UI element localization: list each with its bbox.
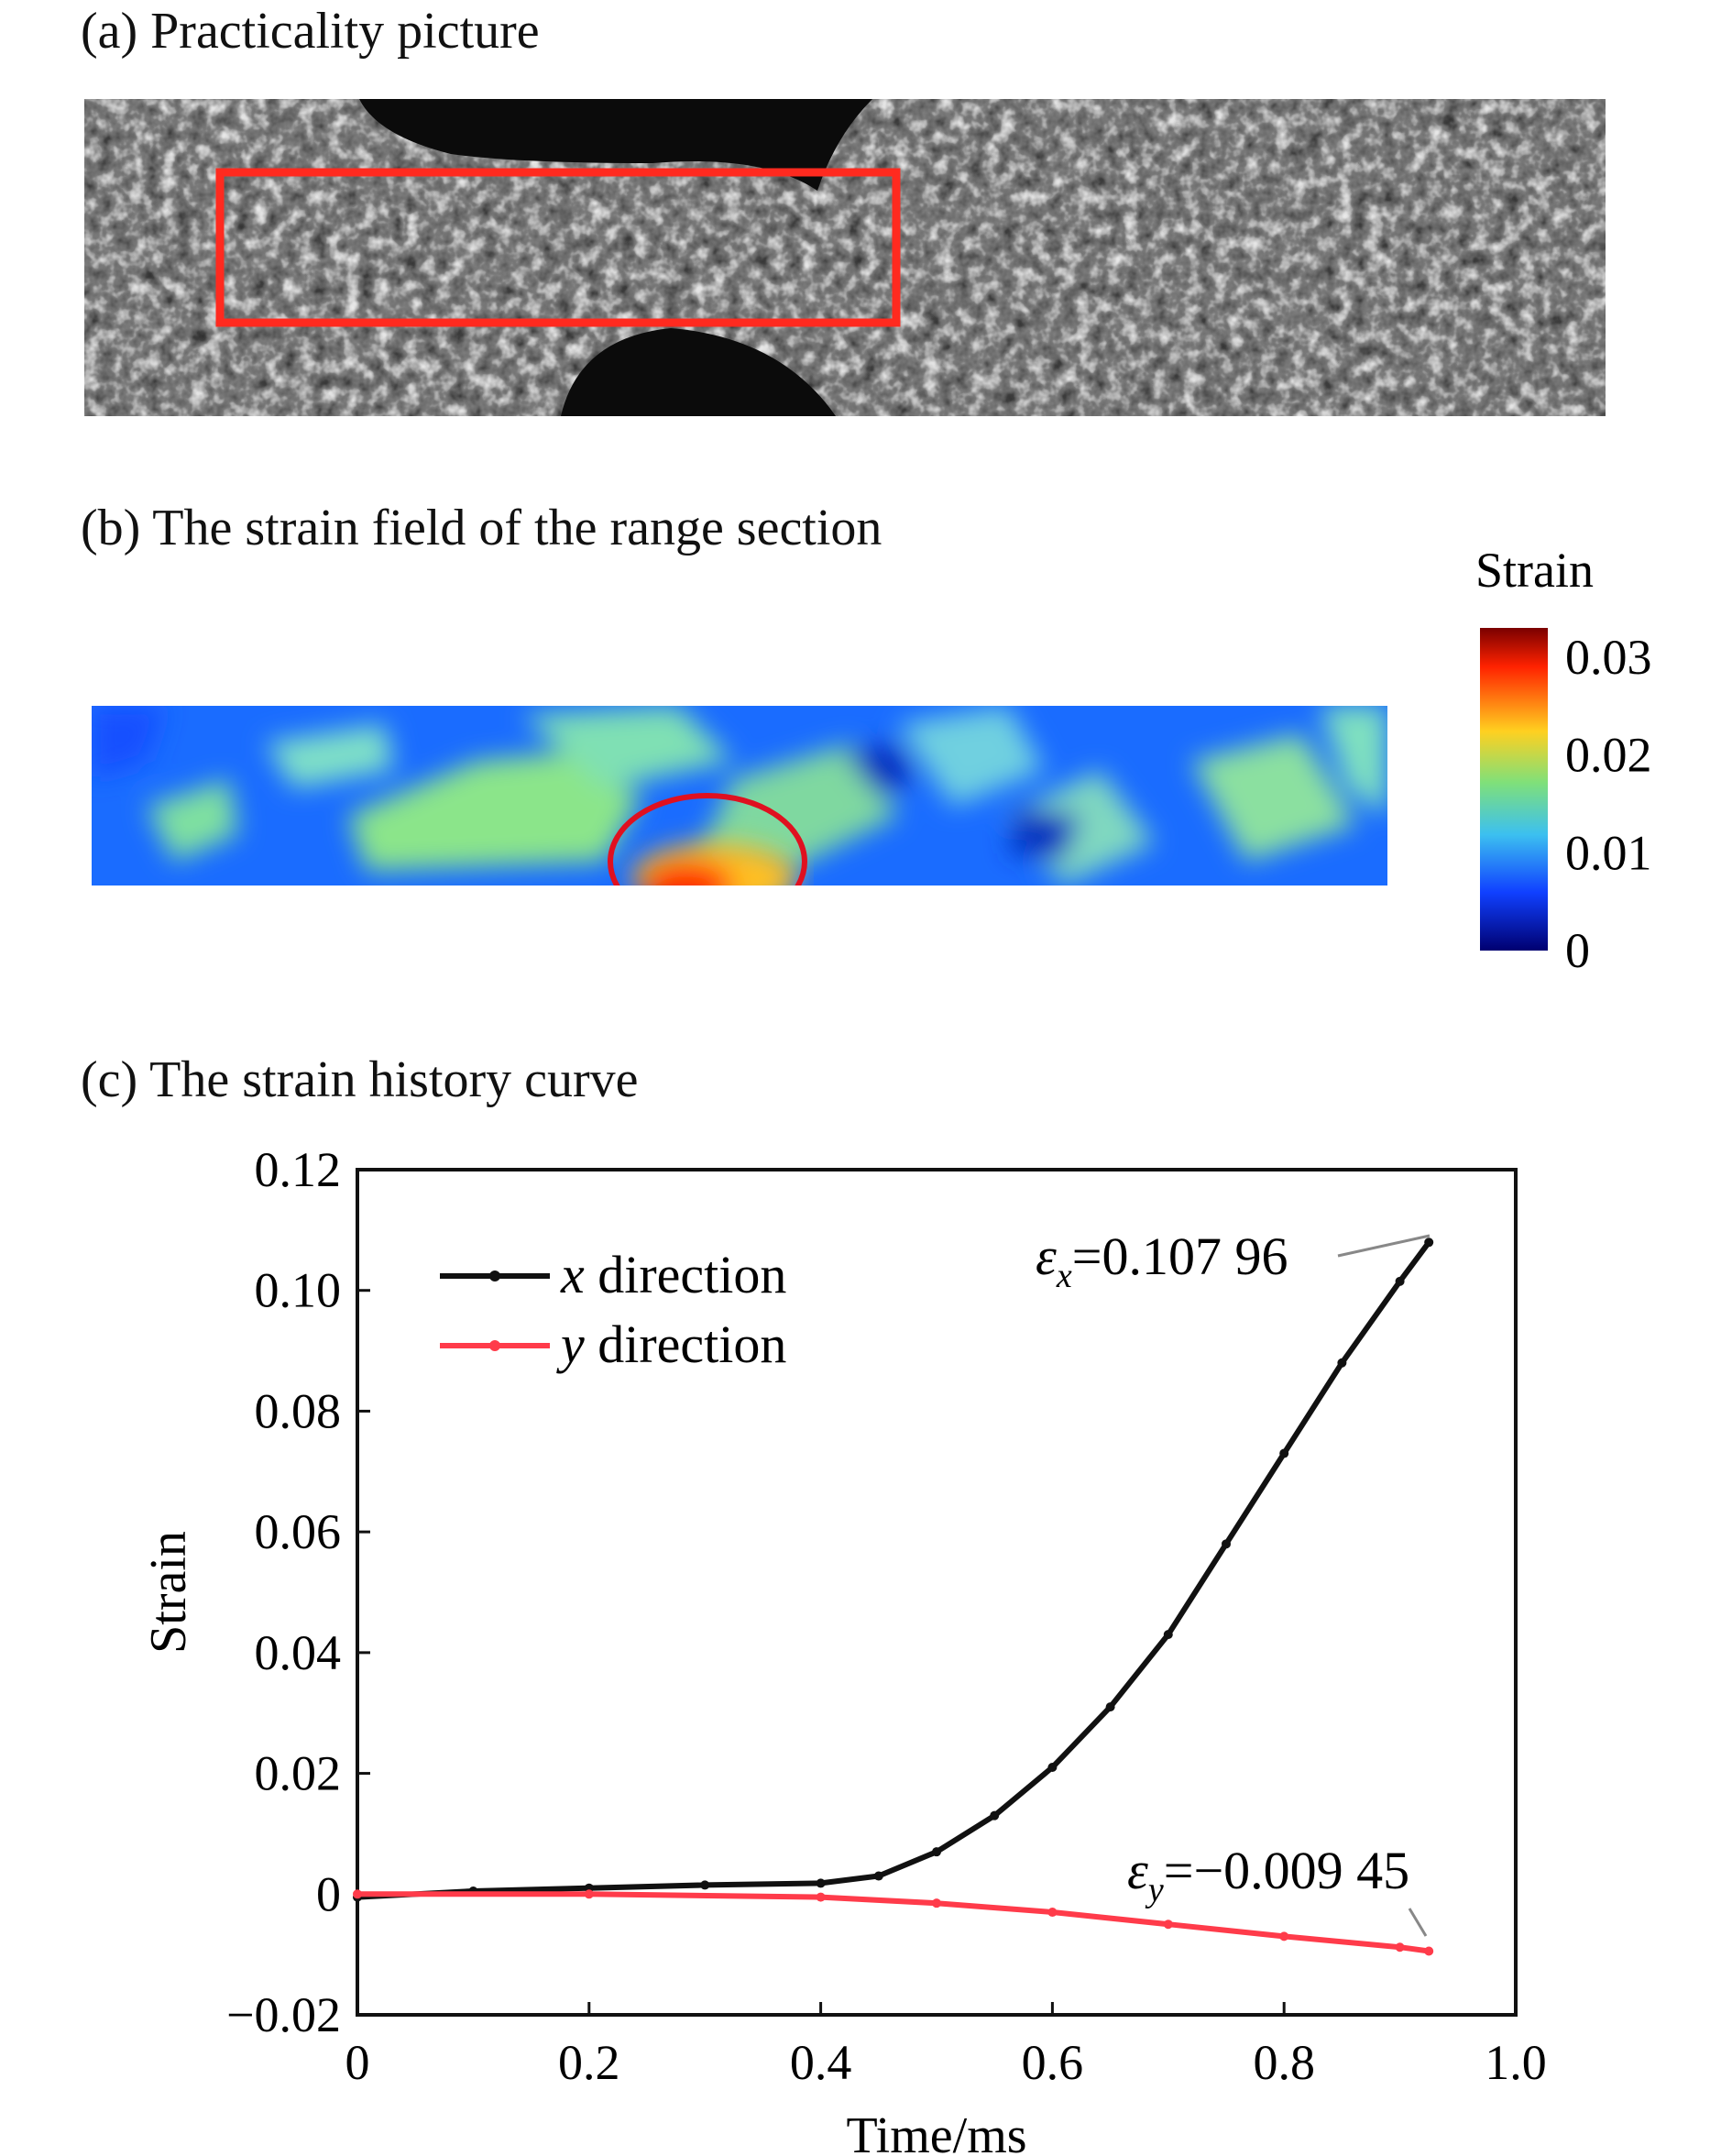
data-point-x-direction [990,1810,1000,1820]
series-layer [353,1238,1434,1956]
legend-label-y-direction: y direction [556,1314,786,1374]
series-line-y-direction [357,1891,1430,1954]
upper-notch [359,99,872,191]
field-strain-regions [92,706,1387,886]
data-point-x-direction [1395,1276,1405,1286]
data-point-x-direction [873,1871,883,1881]
data-point-x-direction [1047,1762,1058,1772]
data-point-x-direction [1105,1702,1115,1712]
annotation-epsilon-y: εy=−0.009 45 [1127,1841,1409,1909]
legend-marker-y-direction [489,1340,500,1351]
x-axis-ticks: 0 0.2 0.4 0.6 0.8 1.0 [345,2002,1547,2090]
y-tick-label: 0.12 [255,1142,342,1197]
y-tick-label: 0 [316,1866,341,1921]
data-point-y-direction [1279,1931,1289,1942]
x-tick-label: 0.8 [1253,2035,1315,2090]
data-point-y-direction [816,1892,826,1902]
x-tick-label: 1.0 [1485,2035,1547,2090]
hotspot-circle [608,793,807,886]
panel-a-title: (a) Practicality picture [81,3,540,60]
legend-marker-x-direction [489,1270,500,1282]
annotation-leader-epsilon-x [1337,1234,1431,1258]
data-point-x-direction [1337,1358,1347,1368]
legend: x direction y direction [440,1245,786,1374]
x-tick-label: 0 [345,2035,370,2090]
data-point-y-direction [1047,1908,1058,1918]
colorbar-tick-label: 0.01 [1565,825,1652,880]
panel-b-title: (b) The strain field of the range sectio… [81,500,882,556]
range-section-box [215,168,901,327]
annotations: εx=0.107 96 εy=−0.009 45 [1036,1226,1431,1937]
specimen-speckle-pattern [84,99,1606,416]
panel-c-title: (c) The strain history curve [81,1051,639,1108]
data-point-x-direction [700,1880,710,1890]
data-point-y-direction [1424,1946,1434,1956]
data-point-y-direction [1163,1920,1173,1930]
data-point-y-direction [932,1898,941,1908]
data-point-y-direction [584,1889,594,1899]
data-point-y-direction [1395,1942,1405,1952]
colorbar-tick-label: 0.03 [1565,630,1652,685]
x-tick-label: 0.6 [1022,2035,1084,2090]
strain-field-map [92,706,1387,886]
y-tick-label: 0.04 [255,1625,342,1680]
x-tick-label: 0.4 [790,2035,852,2090]
legend-label-x-direction: x direction [560,1245,786,1304]
y-tick-label: −0.02 [226,1987,341,2042]
colorbar-gradient [1480,628,1548,951]
data-point-x-direction [1424,1238,1434,1248]
x-tick-label: 0.2 [558,2035,620,2090]
lower-notch [561,328,836,416]
annotation-epsilon-x: εx=0.107 96 [1036,1226,1288,1295]
colorbar-title: Strain [1475,543,1594,598]
series-x-direction [353,1238,1434,1902]
series-line-x-direction [356,1240,1431,1900]
colorbar-tick-label: 0.02 [1565,728,1652,783]
data-point-x-direction [1163,1630,1173,1640]
annotation-leader-epsilon-y [1408,1908,1428,1937]
y-tick-label: 0.02 [255,1746,342,1801]
data-point-x-direction [932,1847,941,1857]
plot-area [356,1168,1518,2017]
specimen-photo [84,99,1606,416]
field-hotspot [632,843,797,886]
y-tick-label: 0.10 [255,1263,342,1318]
data-point-y-direction [353,1889,362,1899]
y-tick-label: 0.08 [255,1383,342,1438]
y-tick-label: 0.06 [255,1504,342,1559]
data-point-x-direction [816,1878,826,1888]
colorbar-tick-label: 0 [1565,923,1590,978]
y-axis-label: Strain [140,1531,197,1654]
data-point-x-direction [1279,1448,1289,1458]
colorbar: Strain 0.03 0.02 0.01 0 [1475,543,1652,978]
y-axis-ticks: −0.02 0 0.02 0.04 0.06 0.08 0.10 0.12 [226,1142,370,2042]
series-y-direction [353,1889,1434,1956]
x-axis-label: Time/ms [846,2107,1026,2156]
colorbar-ticks: 0.03 0.02 0.01 0 [1565,630,1652,978]
data-point-x-direction [1222,1539,1231,1549]
